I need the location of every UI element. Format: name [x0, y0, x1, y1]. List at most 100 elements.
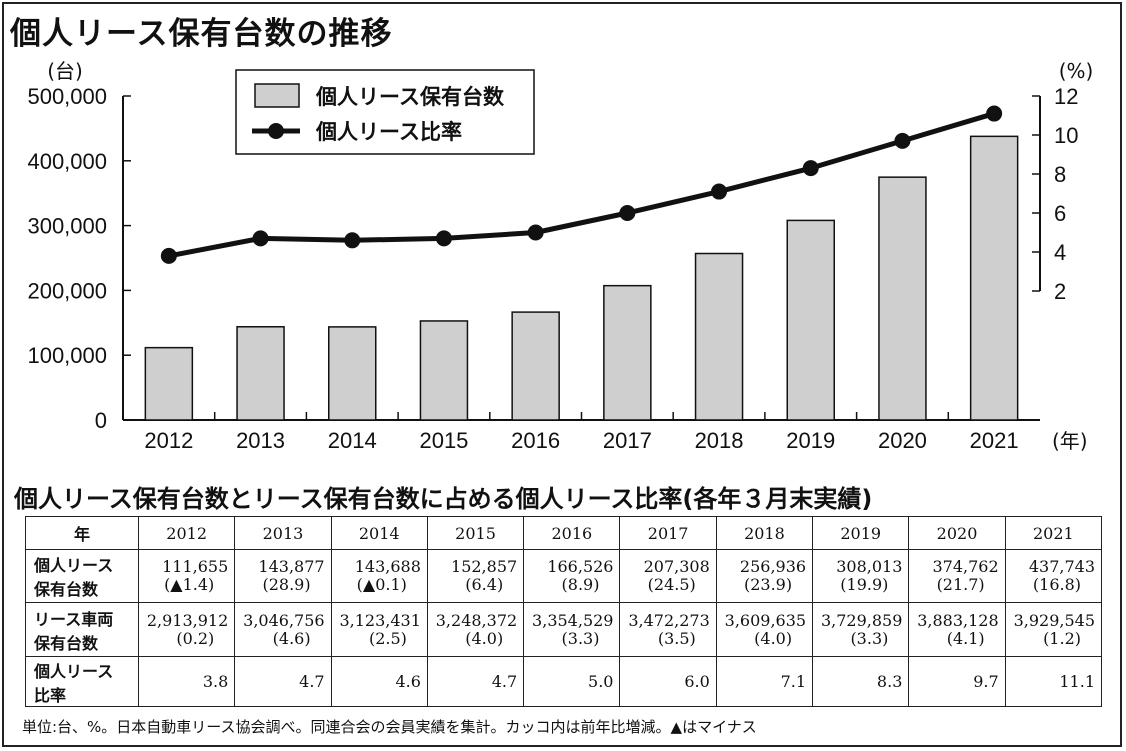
- cell-value: 143,688: [354, 557, 421, 576]
- right-tick-label: 6: [1054, 201, 1066, 226]
- left-tick-label: 200,000: [27, 278, 107, 303]
- cell-value: 3,883,128: [917, 610, 999, 630]
- ratio-point-2018: [711, 183, 728, 200]
- table-cell: 437,743 (16.8): [1004, 549, 1103, 603]
- table-row: 個人リース 保有台数 111,655 (▲1.4) 143,877 (28.9) 143,6…: [25, 549, 1103, 603]
- data-table: 年 2012 2013 2014 2015 2016 2017 2018 2019 2020 20…: [25, 516, 1103, 707]
- table-cell: 374,762 (21.7): [908, 549, 1006, 603]
- cell-value: 4.7: [491, 671, 518, 691]
- x-tick-label: 2018: [695, 428, 744, 453]
- cell-value: 9.7: [973, 671, 999, 691]
- bar-2017: [603, 284, 652, 421]
- x-tick-label: 2016: [511, 428, 560, 453]
- year-header-2012: 2012: [137, 516, 236, 550]
- table-cell: 143,877 (28.9): [234, 549, 332, 603]
- table-cell: 2,913,912 (0.2): [137, 602, 236, 657]
- cell-value: 3,609,635: [724, 610, 807, 630]
- left-axis-unit: (台): [47, 59, 83, 83]
- x-tick-label: 2013: [236, 428, 285, 453]
- cell-value: 143,877: [258, 557, 325, 576]
- ratio-point-2015: [435, 230, 452, 247]
- ratio-point-2017: [619, 205, 636, 221]
- cell-change: (0.2): [176, 628, 215, 648]
- table-cell: 308,013 (19.9): [812, 549, 910, 603]
- row-label: 個人リース 保有台数: [25, 549, 139, 603]
- table-cell: 4.7: [426, 656, 525, 707]
- table-cell: 166,526 (8.9): [523, 549, 621, 603]
- legend-bar-label: 個人リース保有台数: [315, 85, 505, 109]
- cell-value: 374,762: [932, 557, 999, 576]
- combo-chart: 0 100,000 200,000 300,000 400,000 500,000(台) 2…: [27, 59, 1094, 453]
- left-tick-label: 300,000: [27, 214, 107, 239]
- x-axis-unit: (年): [1052, 429, 1088, 453]
- cell-value: 5.0: [588, 671, 614, 691]
- table-cell: 6.0: [619, 656, 717, 707]
- cell-value: 3,123,431: [339, 610, 421, 630]
- cell-change: (6.4): [465, 575, 504, 594]
- cell-value: 308,013: [836, 557, 903, 576]
- bar-2014: [328, 326, 377, 421]
- ratio-point-2021: [986, 105, 1003, 122]
- cell-value: 152,857: [451, 557, 518, 576]
- cell-change: (4.1): [946, 628, 985, 648]
- cell-value: 4.7: [299, 671, 325, 691]
- ratio-point-2013: [252, 230, 269, 247]
- left-tick-label: 100,000: [27, 343, 107, 368]
- table-cell: 8.3: [812, 656, 910, 707]
- right-tick-label: 4: [1054, 240, 1066, 265]
- table-cell: 4.7: [234, 656, 332, 707]
- cell-change: (24.5): [647, 575, 696, 594]
- year-header-2013: 2013: [234, 516, 332, 550]
- cell-value: 256,936: [739, 557, 807, 576]
- cell-change: (28.9): [262, 575, 311, 594]
- cell-value: 3,248,372: [435, 610, 518, 630]
- x-tick-label: 2012: [144, 428, 193, 453]
- ratio-point-2016: [527, 224, 544, 241]
- x-tick-label: 2021: [970, 428, 1019, 453]
- table-cell: 3,883,128 (4.1): [908, 602, 1006, 657]
- ratio-point-2014: [344, 232, 361, 249]
- cell-change: (16.8): [1032, 575, 1081, 594]
- table-cell: 3,929,545 (1.2): [1004, 602, 1103, 657]
- cell-change: (▲1.4): [164, 575, 215, 594]
- table-cell: 3,729,859 (3.3): [812, 602, 910, 657]
- cell-value: 11.1: [1059, 671, 1095, 691]
- cell-change: (3.3): [850, 628, 889, 648]
- table-cell: 9.7: [908, 656, 1006, 707]
- chart-title: 個人リース保有台数の推移: [10, 16, 393, 52]
- cell-value: 3,472,273: [628, 610, 710, 630]
- cell-value: 3,354,529: [532, 610, 614, 630]
- table-cell: 11.1: [1004, 656, 1103, 707]
- cell-value: 166,526: [547, 557, 614, 576]
- x-tick-label: 2015: [419, 428, 468, 453]
- bar-2020: [878, 176, 927, 421]
- row-label-line1: 個人リース: [34, 661, 114, 681]
- cell-value: 3,729,859: [820, 610, 903, 630]
- right-tick-label: 12: [1054, 84, 1078, 109]
- right-tick-label: 2: [1054, 279, 1066, 304]
- right-axis-unit: (%): [1059, 59, 1094, 83]
- year-header-2017: 2017: [619, 516, 717, 550]
- year-header-2016: 2016: [523, 516, 621, 550]
- cell-value: 6.0: [684, 671, 710, 691]
- table-cell: 3,354,529 (3.3): [523, 602, 621, 657]
- row-label-line2: 保有台数: [34, 580, 99, 599]
- row-label-line2: 保有台数: [34, 633, 99, 653]
- bar-2013: [236, 326, 285, 421]
- row-label: リース車両 保有台数: [25, 602, 139, 657]
- table-cell: 152,857 (6.4): [426, 549, 525, 603]
- row-label-line2: 比率: [34, 685, 67, 705]
- table-cell: 143,688 (▲0.1): [330, 549, 428, 603]
- cell-change: (21.7): [936, 575, 985, 594]
- bar-2012: [144, 346, 194, 421]
- table-cell: 5.0: [523, 656, 621, 707]
- row-label-line1: リース車両: [34, 609, 114, 629]
- cell-change: (2.5): [368, 628, 407, 648]
- left-tick-label: 0: [95, 408, 107, 433]
- left-tick-label: 400,000: [27, 149, 107, 174]
- bar-2019: [786, 219, 835, 421]
- legend-line-marker: [268, 123, 284, 139]
- cell-change: (8.9): [561, 575, 600, 594]
- year-header-2014: 2014: [330, 516, 428, 550]
